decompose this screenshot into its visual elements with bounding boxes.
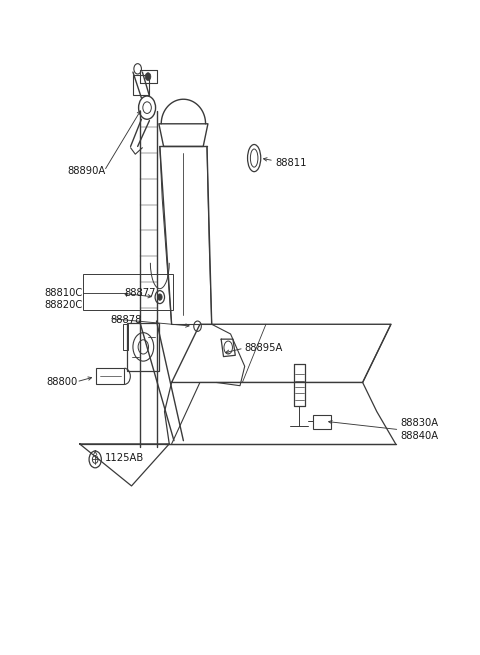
Text: 88811: 88811 xyxy=(276,158,307,168)
Text: 88820C: 88820C xyxy=(44,300,83,310)
Text: 88895A: 88895A xyxy=(245,343,283,353)
Circle shape xyxy=(157,294,162,301)
Text: 88840A: 88840A xyxy=(400,431,439,441)
Text: 1125AB: 1125AB xyxy=(105,453,144,463)
Bar xyxy=(133,75,149,95)
Bar xyxy=(84,274,173,310)
Text: 88878: 88878 xyxy=(110,315,142,325)
Bar xyxy=(96,368,124,384)
Bar xyxy=(122,324,128,350)
Bar xyxy=(313,415,331,429)
Text: 88877: 88877 xyxy=(124,288,156,298)
Text: 88810C: 88810C xyxy=(44,288,83,298)
Text: 88890A: 88890A xyxy=(67,166,106,176)
Bar xyxy=(127,323,159,371)
Text: 88830A: 88830A xyxy=(400,418,439,428)
Circle shape xyxy=(145,73,151,81)
Text: 88800: 88800 xyxy=(46,377,77,388)
